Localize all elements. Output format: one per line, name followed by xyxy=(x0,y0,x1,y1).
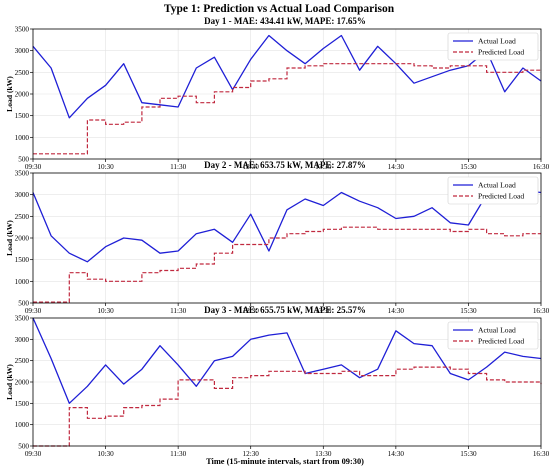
legend-box xyxy=(447,32,539,61)
x-tick-label: 10:30 xyxy=(97,163,114,171)
x-tick-label: 09:30 xyxy=(25,450,42,458)
y-tick-label: 2500 xyxy=(15,69,30,77)
y-tick-label: 2500 xyxy=(15,357,30,365)
x-tick-label: 15:30 xyxy=(460,163,477,171)
predicted-load-line xyxy=(33,226,541,303)
y-tick-label: 1000 xyxy=(15,421,30,429)
actual-load-line xyxy=(32,317,542,404)
y-tick-label: 500 xyxy=(18,300,29,308)
legend-predicted-label: Predicted Load xyxy=(478,337,524,346)
y-axis-label: Load (kW) xyxy=(5,364,14,400)
y-tick-label: 1000 xyxy=(15,134,30,142)
y-tick-label: 3000 xyxy=(15,47,30,55)
y-tick-label: 2000 xyxy=(15,91,30,99)
legend-predicted-label: Predicted Load xyxy=(478,48,524,57)
x-tick-label: 14:30 xyxy=(388,307,405,315)
x-tick-label: 12:30 xyxy=(243,450,260,458)
x-tick-label: 09:30 xyxy=(25,163,42,171)
legend-actual-label: Actual Load xyxy=(478,37,516,46)
y-tick-label: 3000 xyxy=(15,336,30,344)
x-tick-label: 11:30 xyxy=(170,163,187,171)
legend-actual-label: Actual Load xyxy=(478,326,516,335)
y-tick-label: 3000 xyxy=(15,191,30,199)
x-tick-label: 13:30 xyxy=(315,163,332,171)
y-tick-label: 2500 xyxy=(15,213,30,221)
day1-panel: Day 1 - MAE: 434.41 kW, MAPE: 17.65% 500… xyxy=(5,16,550,171)
day3-panel: Day 3 - MAE: 655.75 kW, MAPE: 25.57% 500… xyxy=(5,305,550,458)
y-tick-label: 1000 xyxy=(15,278,30,286)
axes-frame xyxy=(32,172,542,304)
x-tick-label: 14:30 xyxy=(388,163,405,171)
y-tick-label: 3500 xyxy=(15,26,30,34)
x-tick-label: 16:30 xyxy=(533,163,550,171)
x-axis-label: Time (15-minute intervals, start from 09… xyxy=(206,457,364,466)
x-tick-label: 10:30 xyxy=(97,307,114,315)
x-tick-label: 16:30 xyxy=(533,307,550,315)
x-tick-label: 12:30 xyxy=(243,163,260,171)
y-axis-label: Load (kW) xyxy=(5,76,14,112)
actual-load-line xyxy=(32,189,542,263)
legend-box xyxy=(447,321,539,350)
x-tick-label: 13:30 xyxy=(315,307,332,315)
y-tick-label: 3500 xyxy=(15,315,30,323)
legend-actual-label: Actual Load xyxy=(478,181,516,190)
x-tick-label: 11:30 xyxy=(170,450,187,458)
actual-load-line xyxy=(32,34,542,119)
x-tick-label: 10:30 xyxy=(97,450,114,458)
y-tick-label: 1500 xyxy=(15,400,30,408)
x-tick-label: 09:30 xyxy=(25,307,42,315)
predicted-load-line xyxy=(33,63,541,155)
figure-title: Type 1: Prediction vs Actual Load Compar… xyxy=(164,3,395,15)
y-axis-label: Load (kW) xyxy=(5,220,14,256)
day2-panel: Day 2 - MAE: 653.75 kW, MAPE: 27.87% 500… xyxy=(5,160,550,315)
y-tick-label: 500 xyxy=(18,443,29,451)
x-tick-label: 16:30 xyxy=(533,450,550,458)
x-tick-label: 12:30 xyxy=(243,307,260,315)
legend-box xyxy=(447,176,539,205)
day3-panel-title: Day 3 - MAE: 655.75 kW, MAPE: 25.57% xyxy=(204,305,366,315)
y-tick-label: 2000 xyxy=(15,235,30,243)
y-tick-label: 3500 xyxy=(15,170,30,178)
x-tick-label: 15:30 xyxy=(460,450,477,458)
axes-frame xyxy=(32,317,542,447)
y-tick-label: 1500 xyxy=(15,256,30,264)
axes-frame xyxy=(32,28,542,160)
y-tick-label: 2000 xyxy=(15,379,30,387)
y-tick-label: 500 xyxy=(18,156,29,164)
legend-predicted-label: Predicted Load xyxy=(478,192,524,201)
predicted-load-line xyxy=(33,366,542,447)
y-tick-label: 1500 xyxy=(15,112,30,120)
x-tick-label: 15:30 xyxy=(460,307,477,315)
x-tick-label: 14:30 xyxy=(388,450,405,458)
x-tick-label: 11:30 xyxy=(170,307,187,315)
day1-panel-title: Day 1 - MAE: 434.41 kW, MAPE: 17.65% xyxy=(204,16,366,26)
x-tick-label: 13:30 xyxy=(315,450,332,458)
day2-panel-title: Day 2 - MAE: 653.75 kW, MAPE: 27.87% xyxy=(204,160,366,170)
